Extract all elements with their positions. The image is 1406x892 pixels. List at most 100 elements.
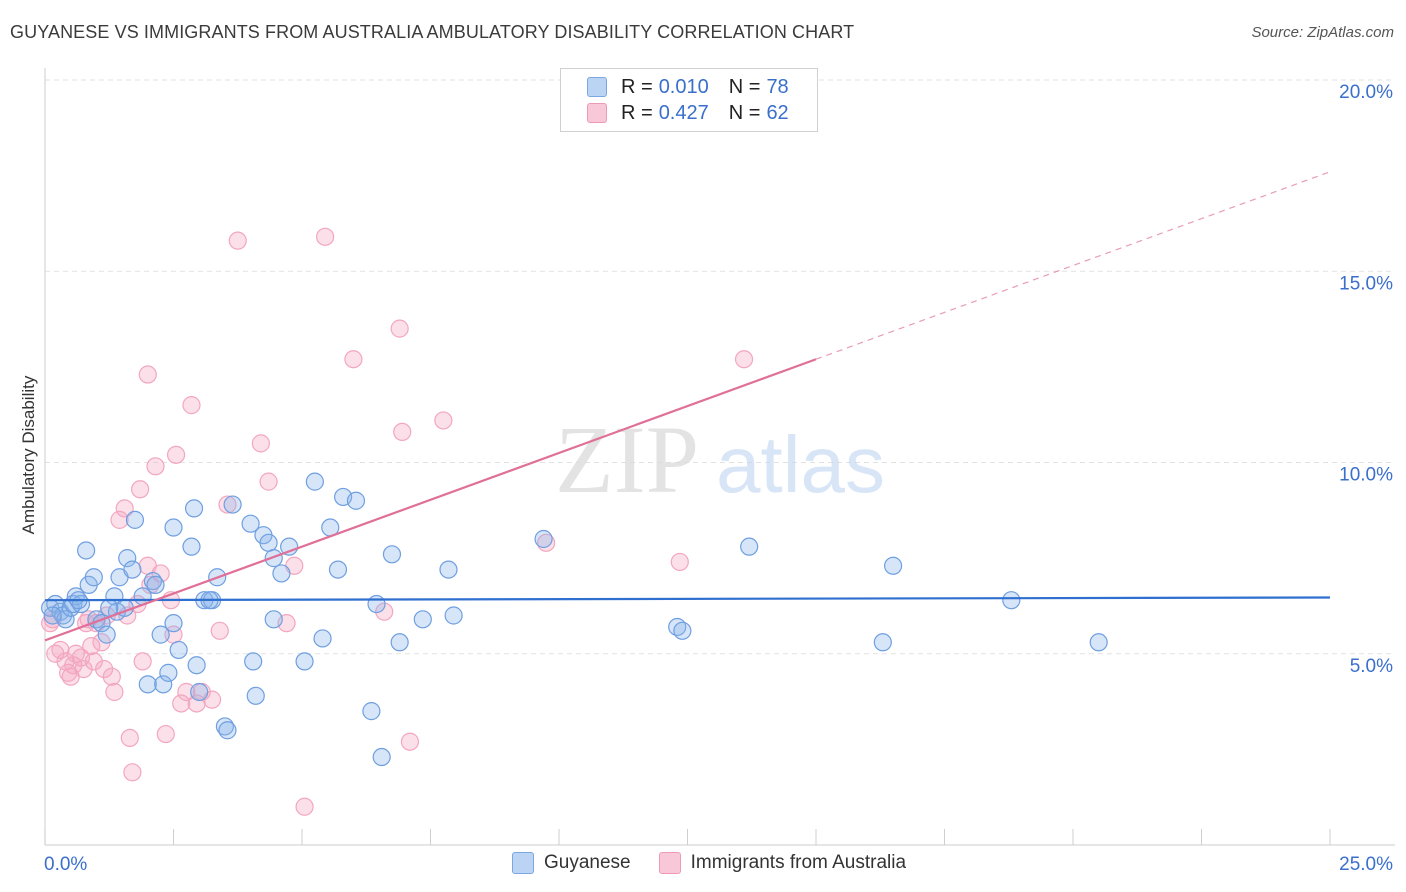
data-point-guyanese xyxy=(534,529,553,549)
legend-r-value: 0.010 xyxy=(658,75,709,98)
data-point-guyanese xyxy=(444,606,463,625)
bottom-swatch-australia xyxy=(658,852,681,874)
data-point-guyanese xyxy=(138,675,157,694)
data-point-australia xyxy=(187,694,206,713)
data-point-guyanese xyxy=(246,686,265,705)
data-point-guyanese xyxy=(390,633,409,652)
data-point-australia xyxy=(74,659,93,679)
data-point-australia xyxy=(218,495,237,514)
data-point-guyanese xyxy=(97,625,116,644)
legend-n-label: N = xyxy=(728,101,761,124)
data-point-australia xyxy=(138,365,157,384)
y-tick-label: 10.0% xyxy=(1339,465,1393,486)
data-point-australia xyxy=(102,667,121,686)
bottom-legend-label-guyanese: Guyanese xyxy=(544,852,631,873)
x-tick-label: 25.0% xyxy=(1339,854,1393,875)
data-point-australia xyxy=(130,480,150,499)
data-point-guyanese xyxy=(187,656,206,675)
data-point-guyanese xyxy=(123,560,142,579)
data-point-guyanese xyxy=(673,621,692,640)
data-point-australia xyxy=(259,472,278,491)
data-point-australia xyxy=(177,682,196,702)
legend-n-value: 78 xyxy=(766,75,789,98)
bottom-legend-label-australia: Immigrants from Australia xyxy=(690,852,907,873)
data-point-australia xyxy=(400,732,420,751)
data-point-guyanese xyxy=(346,491,366,510)
data-point-australia xyxy=(84,652,103,671)
y-tick-label: 5.0% xyxy=(1350,656,1393,677)
data-point-australia xyxy=(172,694,191,713)
data-point-guyanese xyxy=(241,514,260,533)
data-point-australia xyxy=(251,434,270,453)
data-point-guyanese xyxy=(164,518,183,537)
data-point-australia xyxy=(295,797,314,816)
data-point-guyanese xyxy=(740,537,759,556)
y-tick-label: 20.0% xyxy=(1339,82,1393,103)
watermark-atlas: atlas xyxy=(716,420,885,509)
data-point-australia xyxy=(734,350,754,369)
data-point-australia xyxy=(393,422,412,441)
data-point-guyanese xyxy=(218,721,237,740)
legend-n-value: 62 xyxy=(766,101,789,124)
data-point-guyanese xyxy=(184,499,204,518)
data-point-guyanese xyxy=(382,545,402,564)
data-point-australia xyxy=(115,499,134,518)
data-point-guyanese xyxy=(362,702,381,721)
bottom-legend: Guyanese Immigrants from Australia xyxy=(512,852,934,874)
data-point-australia xyxy=(156,724,175,744)
x-tick-label: 0.0% xyxy=(44,854,87,875)
bottom-swatch-guyanese xyxy=(512,852,534,874)
data-point-australia xyxy=(95,659,114,679)
data-point-australia xyxy=(210,621,229,640)
source-label: Source: ZipAtlas.com xyxy=(1251,24,1394,41)
data-point-guyanese xyxy=(328,560,348,579)
legend-r-label: R = xyxy=(621,75,653,98)
y-axis-label: Ambulatory Disability xyxy=(19,375,38,534)
data-point-australia xyxy=(51,640,70,660)
trend-line-australia-extrapolated xyxy=(815,171,1331,360)
data-point-australia xyxy=(146,457,165,476)
data-point-guyanese xyxy=(439,560,458,579)
data-point-guyanese xyxy=(372,747,391,767)
data-point-guyanese xyxy=(305,472,324,491)
data-point-guyanese xyxy=(77,541,96,560)
data-point-guyanese xyxy=(313,629,332,648)
data-point-australia xyxy=(110,510,129,529)
data-point-guyanese xyxy=(43,606,62,625)
data-point-australia xyxy=(133,652,152,671)
legend-r-label: R = xyxy=(621,101,653,124)
data-point-australia xyxy=(344,350,363,369)
data-point-australia xyxy=(434,411,453,430)
trend-line-australia xyxy=(44,358,817,642)
legend-n-label: N = xyxy=(728,75,761,98)
y-tick-label: 15.0% xyxy=(1339,273,1393,294)
data-point-guyanese xyxy=(244,652,263,671)
chart-title: GUYANESE VS IMMIGRANTS FROM AUSTRALIA AM… xyxy=(10,22,855,42)
data-point-guyanese xyxy=(295,652,314,671)
data-point-australia xyxy=(64,656,83,675)
legend-swatch-australia xyxy=(587,103,607,123)
data-point-australia xyxy=(390,319,409,338)
data-point-guyanese xyxy=(259,533,278,552)
legend-row-australia: R = 0.427 N = 62 xyxy=(587,101,789,125)
data-point-australia xyxy=(182,396,201,415)
data-point-guyanese xyxy=(118,549,137,568)
data-point-guyanese xyxy=(367,594,386,614)
data-point-australia xyxy=(120,728,139,748)
data-point-guyanese xyxy=(84,568,103,587)
points-immigrants-from-australia xyxy=(41,227,754,816)
bottom-legend-guyanese[interactable]: Guyanese xyxy=(512,852,631,874)
bottom-legend-australia[interactable]: Immigrants from Australia xyxy=(658,852,907,874)
data-point-australia xyxy=(123,763,142,782)
watermark: ZIP atlas xyxy=(555,406,885,513)
data-point-guyanese xyxy=(873,633,892,652)
data-point-guyanese xyxy=(154,675,173,694)
data-point-guyanese xyxy=(272,564,291,583)
trend-lines xyxy=(44,171,1331,642)
data-point-guyanese xyxy=(413,610,432,629)
legend-row-guyanese: R = 0.010 N = 78 xyxy=(587,75,789,99)
data-point-guyanese xyxy=(146,575,165,595)
legend-swatch-guyanese xyxy=(587,77,607,97)
data-point-australia xyxy=(670,552,689,572)
